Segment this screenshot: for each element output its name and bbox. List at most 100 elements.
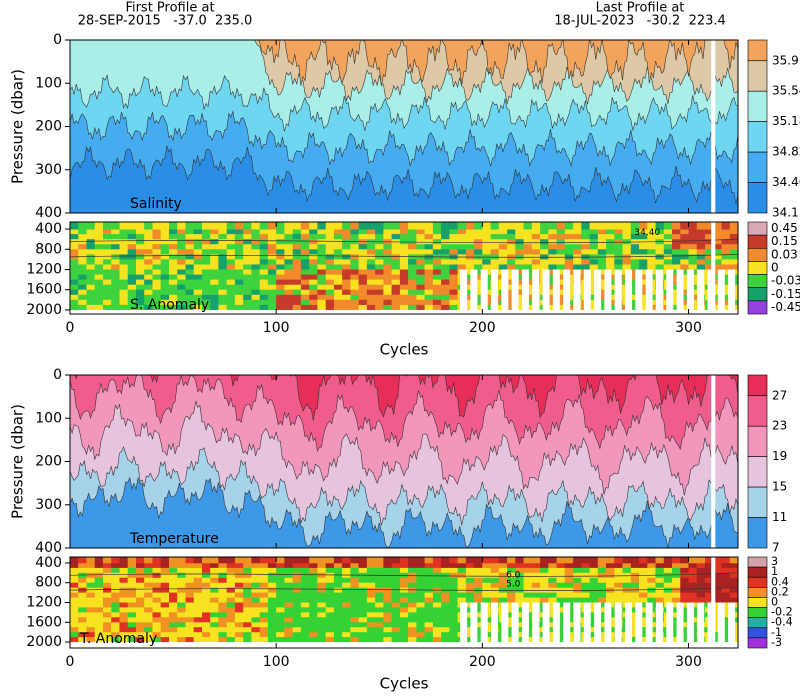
field-cell [325,234,335,240]
contour-line [70,254,738,258]
field-cell [144,279,153,286]
field-top [416,557,425,564]
field-cell [556,234,566,240]
field-cell [267,567,277,574]
field-cell [498,249,508,255]
field-cell [300,562,310,569]
field-cell [234,229,244,235]
field-cell [647,597,656,603]
field-cell [202,632,211,638]
field-cell [383,229,392,235]
field-top [408,222,417,230]
field-cell [193,254,203,260]
field-cell [366,597,376,603]
field-cell [531,234,541,240]
field-cell [119,274,129,281]
field-cell [391,289,401,296]
field-cell [292,239,302,245]
field-cell [136,607,145,613]
field-cell [243,592,252,598]
field-cell [449,279,458,286]
field-cell [416,632,425,638]
missing-data [697,602,705,643]
field-cell [474,299,483,306]
field-cell [581,592,590,598]
field-cell [333,572,343,579]
field-cell [193,264,203,270]
field-cell [515,592,524,598]
field-cell [342,577,351,584]
field-cell [556,612,566,618]
field-cell [103,279,112,286]
field-cell [474,597,483,603]
field-cell [193,592,203,598]
field-cell [680,627,689,633]
field-cell [226,632,236,638]
field-cell [383,627,392,633]
field-cell [416,577,425,584]
field-cell [424,294,434,301]
field-cell [729,567,738,574]
field-cell [160,284,170,291]
field-cell [424,229,434,235]
field-cell [309,602,318,608]
field-cell [78,254,87,260]
field-cell [713,592,722,598]
field-cell [193,567,203,574]
field-cell [457,229,467,235]
field-cell [663,597,673,603]
y-tick-label: 300 [35,497,62,513]
field-cell [127,264,137,270]
field-cell [78,572,87,579]
field-cell [721,567,731,574]
field-cell [688,562,698,569]
field-cell [432,582,442,588]
field-cell [556,244,566,250]
field-top [647,557,656,564]
field-cell [655,597,665,603]
field-cell [325,632,335,638]
field-cell [507,602,516,608]
field-top [424,557,434,564]
field-cell [144,617,153,623]
field-cell [160,617,170,623]
field-cell [169,617,178,623]
field-cell [507,229,516,235]
field-cell [432,304,442,311]
field-top [490,557,500,564]
field-top [721,222,731,230]
field-cell [325,229,335,235]
field-cell [474,229,483,235]
x-tick-label: 200 [469,320,496,336]
field-cell [399,627,409,633]
field-cell [597,632,607,638]
colorbar-label: -3 [771,636,782,649]
field-top [243,557,252,564]
field-cell [424,304,434,311]
field-cell [358,597,368,603]
field-cell [226,562,236,569]
field-top [597,222,607,230]
field-cell [333,567,343,574]
field-cell [103,249,112,255]
field-cell [300,264,310,270]
field-cell [309,567,318,574]
field-cell [366,627,376,633]
field-cell [292,572,302,579]
field-cell [136,254,145,260]
field-cell [111,597,120,603]
field-cell [210,597,219,603]
field-cell [243,567,252,574]
field-cell [449,577,458,584]
field-cell [70,244,79,250]
field-cell [218,582,227,588]
field-cell [474,637,483,643]
field-cell [325,627,335,633]
field-cell [597,244,607,250]
field-cell [696,582,706,588]
field-cell [284,229,293,235]
field-cell [325,602,335,608]
field-cell [309,622,318,628]
field-top [111,557,120,564]
field-cell [267,279,277,286]
